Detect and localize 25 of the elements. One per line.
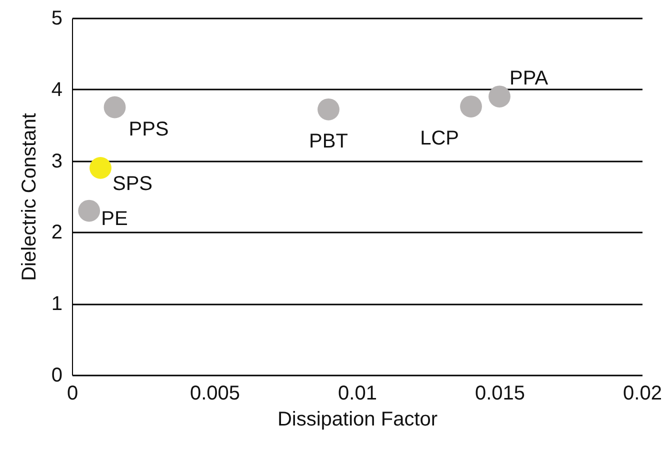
point [104, 96, 126, 118]
annotation: LCP [420, 128, 459, 150]
point [318, 98, 340, 120]
y-tick-label: 1 [51, 293, 62, 316]
y-tick-label: 0 [51, 364, 62, 386]
point [488, 86, 510, 108]
annotation: SPS [112, 172, 153, 195]
point [460, 96, 482, 118]
y-tick-label: 4 [51, 78, 62, 101]
x-tick-label: 0.015 [474, 382, 526, 404]
x-tick-label: 0.01 [338, 382, 377, 404]
point [90, 157, 112, 179]
annotation: PPA [510, 68, 549, 90]
annotation: PE [101, 208, 128, 230]
annotation: PBT [309, 130, 348, 152]
y-axis-title: Dielectric Constant [18, 112, 40, 281]
annotation: PPS [128, 118, 169, 140]
x-tick-label: 0.005 [190, 382, 240, 404]
x-tick-label: 0 [66, 382, 78, 404]
y-tick-label: 2 [51, 222, 62, 244]
x-tick-label: 0.02 [623, 382, 662, 404]
point [78, 200, 100, 222]
y-tick-label: 5 [51, 8, 62, 30]
y-tick-label: 3 [51, 150, 62, 172]
x-axis-title: Dissipation Factor [277, 408, 438, 430]
